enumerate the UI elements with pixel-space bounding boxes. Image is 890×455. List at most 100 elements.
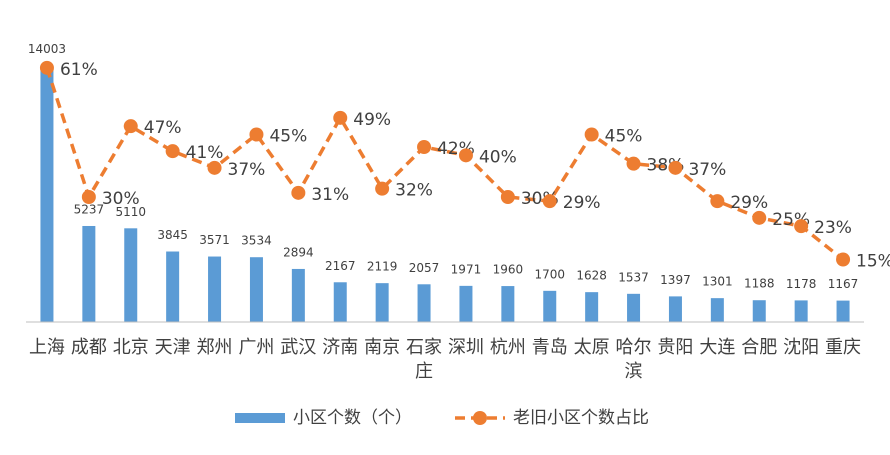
bar (375, 283, 389, 322)
bar-label: 3845 (157, 228, 188, 242)
x-tick-label: 合肥 (741, 337, 778, 358)
marker (542, 194, 557, 209)
legend-marker (473, 411, 487, 425)
marker (668, 160, 683, 175)
marker (39, 60, 54, 75)
x-tick-label: 郑州 (196, 337, 233, 358)
marker (752, 210, 767, 225)
bar (836, 300, 850, 322)
bar-label: 1178 (786, 277, 817, 291)
line-label: 47% (144, 118, 182, 138)
line-label: 32% (395, 181, 433, 201)
legend-label: 小区个数（个） (293, 408, 412, 428)
line-label: 37% (228, 160, 266, 180)
marker (123, 119, 138, 134)
bar-label: 1301 (702, 275, 733, 289)
bar-label: 1167 (828, 277, 859, 291)
bar-label: 1537 (618, 270, 649, 284)
bar-label: 1628 (576, 269, 607, 283)
bar (208, 256, 222, 322)
bar (585, 292, 599, 322)
x-tick-label: 石家庄 (406, 337, 443, 382)
bar-label: 5110 (115, 205, 146, 219)
line-label: 45% (605, 127, 643, 147)
marker (165, 144, 180, 159)
marker (710, 194, 725, 209)
bar (627, 293, 641, 322)
marker (81, 190, 96, 204)
bar (333, 282, 347, 322)
bar (82, 225, 96, 322)
marker (291, 185, 306, 200)
bar (752, 300, 766, 322)
x-tick-label: 北京 (112, 337, 149, 358)
x-tick-label: 哈尔滨 (615, 337, 652, 382)
bar-label: 2894 (283, 245, 314, 259)
x-tick-label: 广州 (238, 337, 275, 358)
bar (124, 228, 138, 322)
x-tick-label: 济南 (322, 337, 359, 358)
bar-label: 2167 (325, 259, 356, 273)
line-label: 49% (353, 110, 391, 130)
marker (417, 140, 432, 154)
marker (626, 156, 641, 171)
x-tick-label: 大连 (699, 337, 736, 358)
bar (794, 300, 808, 322)
bar-label: 2119 (367, 260, 398, 274)
bar (459, 285, 473, 322)
bar (291, 268, 305, 322)
bar-label: 1960 (493, 263, 524, 277)
line-label: 31% (311, 185, 349, 205)
legend-label: 老旧小区个数占比 (513, 408, 649, 428)
bar (668, 296, 682, 322)
x-tick-label: 上海 (28, 337, 65, 358)
line-label: 40% (479, 147, 517, 167)
marker (333, 110, 348, 125)
x-tick-label: 太原 (573, 337, 610, 358)
line-label: 61% (60, 60, 98, 80)
line-label: 23% (814, 218, 852, 238)
marker (794, 219, 809, 234)
bar-label: 1397 (660, 273, 691, 287)
marker (836, 252, 851, 267)
x-tick-label: 沈阳 (783, 337, 820, 358)
line-label: 37% (688, 160, 726, 180)
marker (375, 181, 390, 196)
bar (166, 251, 180, 322)
line (45, 67, 845, 261)
x-tick-label: 成都 (70, 337, 107, 358)
marker (249, 127, 264, 142)
bar (249, 257, 263, 322)
line-label: 15% (856, 252, 890, 272)
line-label: 41% (186, 143, 224, 163)
x-tick-label: 深圳 (447, 337, 484, 358)
bar-label: 3571 (199, 233, 230, 247)
bar (710, 298, 724, 322)
x-tick-label: 重庆 (825, 337, 862, 358)
bar-label: 2057 (409, 261, 440, 275)
bar (40, 65, 54, 323)
bar-label: 3534 (241, 234, 272, 248)
bar-label: 1188 (744, 277, 775, 291)
bar (543, 290, 557, 322)
bar-label: 1971 (451, 262, 482, 276)
bar (501, 286, 515, 322)
marker (207, 160, 222, 175)
line-label: 29% (730, 193, 768, 213)
x-tick-label: 武汉 (280, 337, 317, 358)
x-tick-label: 青岛 (531, 337, 568, 358)
line-label: 29% (563, 193, 601, 213)
marker (584, 127, 599, 142)
x-tick-label: 杭州 (489, 337, 526, 358)
line-label: 30% (102, 189, 140, 209)
bar-label: 5237 (74, 202, 105, 216)
bar-label: 14003 (28, 42, 66, 56)
bar-label: 1700 (534, 267, 565, 281)
x-tick-label: 南京 (364, 337, 401, 358)
legend-swatch (235, 413, 285, 423)
x-tick-label: 天津 (154, 337, 191, 358)
line-label: 45% (269, 127, 307, 147)
bar (417, 284, 431, 322)
